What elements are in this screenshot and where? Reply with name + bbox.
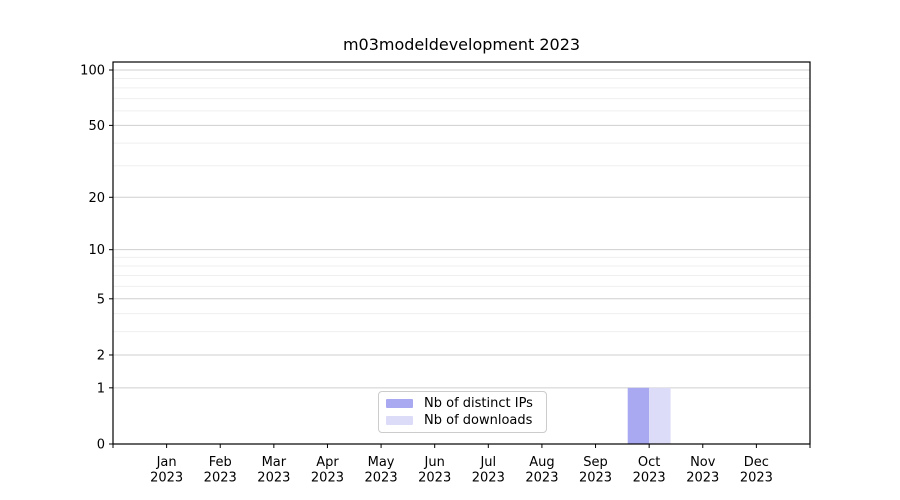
x-tick-label-month: Apr — [316, 455, 339, 470]
legend-label-distinct-ips: Nb of distinct IPs — [424, 396, 533, 411]
x-tick-label-month: Feb — [209, 455, 232, 470]
x-tick-label-month: Jun — [424, 455, 445, 470]
x-tick-label-year: 2023 — [257, 471, 290, 486]
y-tick-label: 20 — [88, 191, 105, 206]
legend-swatch-downloads — [386, 416, 413, 425]
x-tick-label-year: 2023 — [525, 471, 558, 486]
x-tick-label-month: Jul — [479, 455, 496, 470]
y-tick-label: 10 — [88, 243, 105, 258]
x-tick-label-month: Nov — [690, 455, 716, 470]
x-tick-label-year: 2023 — [311, 471, 344, 486]
legend-label-downloads: Nb of downloads — [424, 413, 533, 428]
y-tick-label: 100 — [80, 64, 105, 79]
legend: Nb of distinct IPs Nb of downloads — [378, 391, 547, 433]
x-tick-label-year: 2023 — [579, 471, 612, 486]
x-tick-label-year: 2023 — [633, 471, 666, 486]
x-tick-label-month: Jan — [156, 455, 177, 470]
bar-distinct-ips-oct — [627, 387, 650, 444]
y-tick-label: 1 — [97, 381, 105, 396]
x-tick-label-year: 2023 — [365, 471, 398, 486]
legend-row-downloads: Nb of downloads — [386, 412, 539, 429]
x-tick-label-year: 2023 — [204, 471, 237, 486]
x-tick-label-year: 2023 — [472, 471, 505, 486]
bar-downloads-oct — [649, 387, 671, 444]
y-tick-label: 5 — [97, 292, 105, 307]
y-tick-label: 0 — [97, 438, 105, 453]
x-tick-label-month: Dec — [744, 455, 769, 470]
x-tick-label-month: Sep — [583, 455, 608, 470]
axes-spines — [112, 61, 811, 445]
y-tick-label: 2 — [97, 348, 105, 363]
x-tick-label-year: 2023 — [150, 471, 183, 486]
y-tick-label: 50 — [88, 119, 105, 134]
x-tick-label-year: 2023 — [686, 471, 719, 486]
x-tick-label-month: Oct — [638, 455, 660, 470]
x-tick-label-month: Mar — [262, 455, 287, 470]
x-tick-label-month: Aug — [529, 455, 554, 470]
chart-title: m03modeldevelopment 2023 — [342, 35, 581, 54]
x-tick-label-year: 2023 — [418, 471, 451, 486]
legend-row-distinct-ips: Nb of distinct IPs — [386, 395, 539, 412]
x-tick-label-month: May — [368, 455, 395, 470]
x-tick-label-year: 2023 — [740, 471, 773, 486]
legend-swatch-distinct-ips — [386, 399, 413, 408]
